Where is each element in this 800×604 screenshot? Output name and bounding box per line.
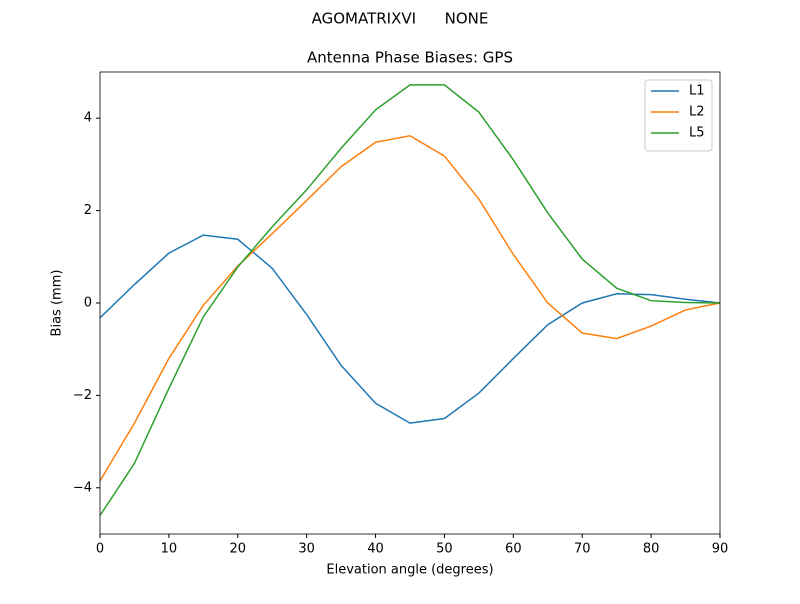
x-tick-label: 40 [367,542,384,557]
x-tick-label: 0 [96,542,104,557]
x-tick-label: 50 [436,542,453,557]
series-line [99,84,721,516]
y-tick-label: −4 [73,480,92,495]
y-axis-label: Bias (mm) [50,270,65,337]
x-axis-label: Elevation angle (degrees) [326,563,493,578]
plot-frame [99,71,721,535]
y-tick-label: 0 [84,296,92,311]
y-tick-label: 4 [84,111,92,126]
chart-title: Antenna Phase Biases: GPS [307,49,513,67]
x-tick-label: 30 [298,542,315,557]
x-tick-label: 10 [161,542,178,557]
legend-label: L5 [689,126,705,141]
series-line [99,234,721,424]
suptitle: AGOMATRIXVI NONE [312,10,489,28]
legend-label: L1 [689,84,705,99]
y-tick-label: −2 [73,388,92,403]
y-tick-label: 2 [84,203,92,218]
x-tick-label: 20 [230,542,247,557]
x-tick-label: 70 [574,542,591,557]
x-tick-label: 60 [505,542,522,557]
x-tick-label: 90 [712,542,729,557]
series-line [99,134,721,482]
x-tick-label: 80 [643,542,660,557]
legend-label: L2 [689,105,705,120]
